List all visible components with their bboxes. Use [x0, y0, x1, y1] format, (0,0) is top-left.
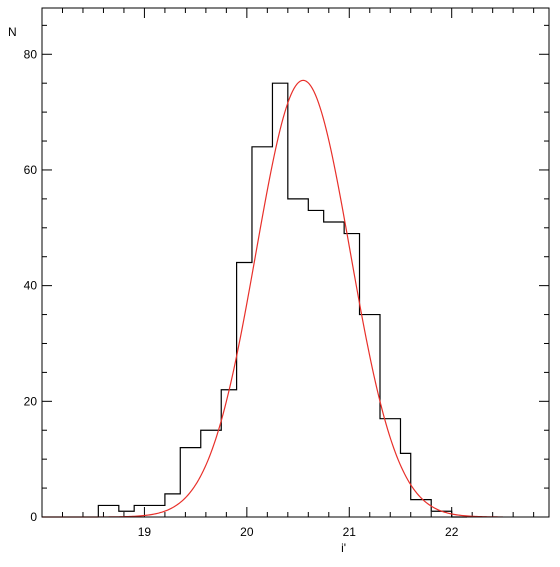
x-axis-label: i' — [341, 541, 346, 555]
x-tick-label: 19 — [138, 525, 152, 539]
y-axis-label: N — [8, 25, 17, 39]
x-tick-label: 20 — [240, 525, 254, 539]
x-tick-label: 21 — [343, 525, 357, 539]
tick-labels: 19 20 21 22 0 20 40 60 80 — [24, 47, 459, 539]
y-tick-label: 60 — [24, 163, 38, 177]
histogram-steps — [97, 82, 468, 518]
axis-ticks — [41, 8, 549, 518]
y-tick-label: 20 — [24, 394, 38, 408]
y-tick-label: 80 — [24, 47, 38, 61]
plot-frame — [41, 7, 550, 518]
y-tick-label: 0 — [30, 510, 37, 524]
x-tick-label: 22 — [445, 525, 459, 539]
y-tick-label: 40 — [24, 279, 38, 293]
